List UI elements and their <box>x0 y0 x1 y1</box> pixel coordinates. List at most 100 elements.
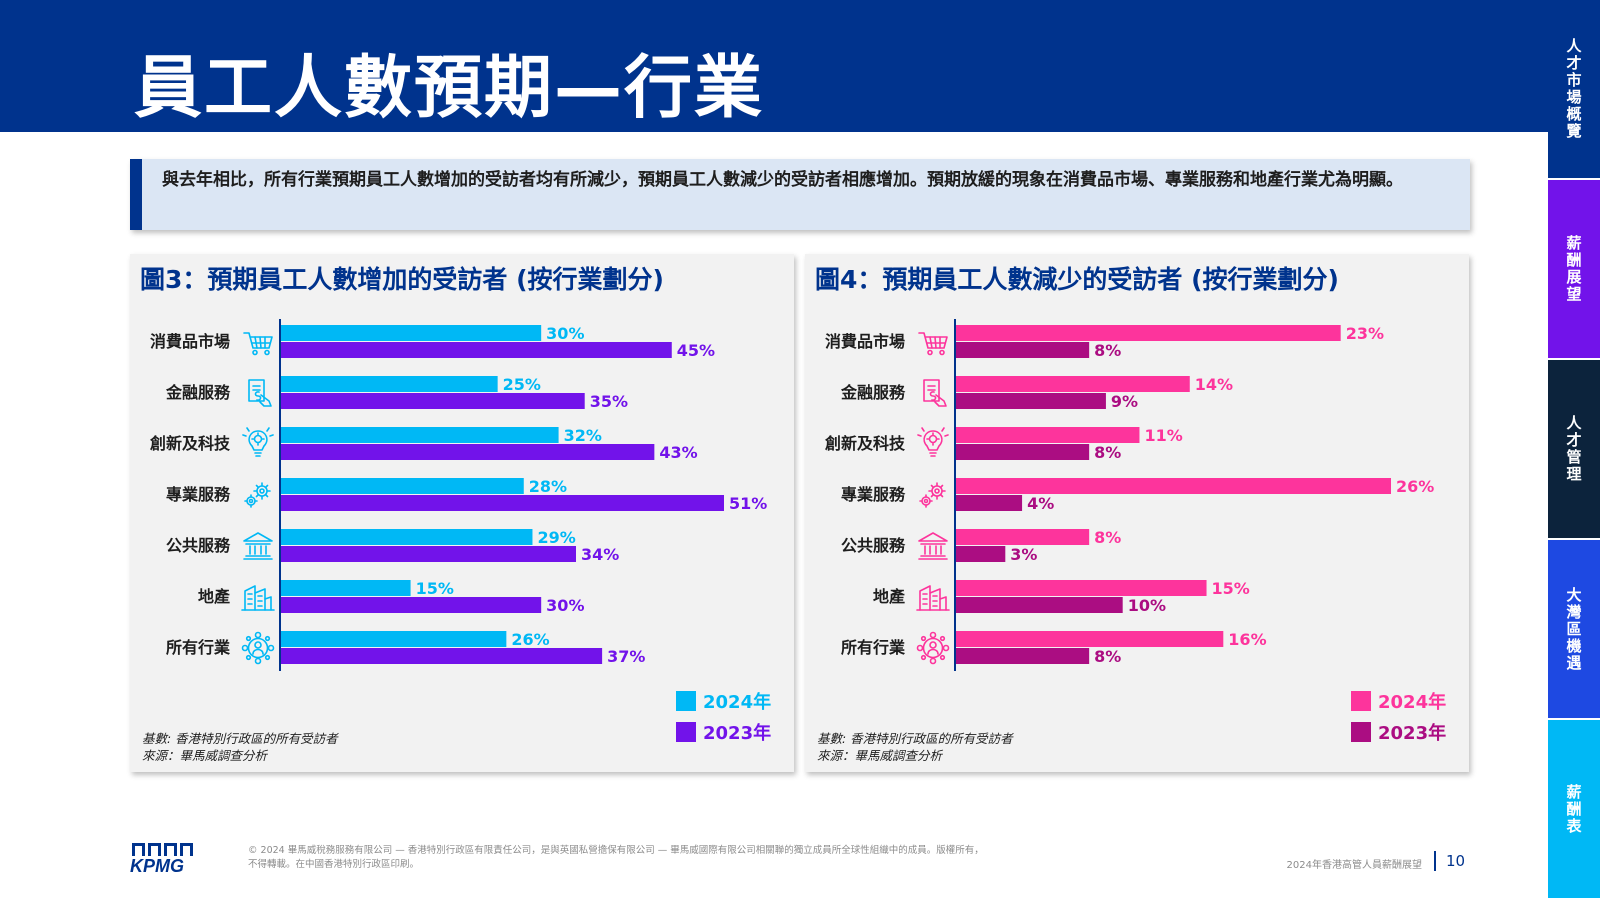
bar-2024 <box>280 376 498 392</box>
category-label: 創新及科技 <box>149 434 231 453</box>
side-tab-label: 人才管理 <box>1564 415 1583 483</box>
chart-notes: 基數: 香港特別行政區的所有受訪者 來源：畢馬威調查分析 <box>142 730 338 764</box>
bar-2023 <box>955 597 1123 613</box>
office-buildings-icon <box>241 585 275 611</box>
page-number: 10 <box>1446 852 1466 870</box>
data-label: 35% <box>590 392 628 411</box>
bar-2024 <box>955 427 1140 443</box>
chart-title: 圖4：預期員工人數減少的受訪者 (按行業劃分) <box>815 265 1339 294</box>
bank-building-icon <box>243 532 273 560</box>
bars: 消費品市場 23% 8% 金融服務 14% 9% 創新及科技 11% 8% 專業服務 26% 4% 公共… <box>824 324 1434 666</box>
data-label: 26% <box>1396 477 1434 496</box>
legend-label: 2023年 <box>1378 722 1446 744</box>
bar-2024 <box>280 478 524 494</box>
bars: 消費品市場 30% 45% 金融服務 25% 35% 創新及科技 32% 43% 專業服務 28% 5… <box>149 324 767 666</box>
category-label: 所有行業 <box>166 638 231 657</box>
legend-swatch <box>1351 722 1371 742</box>
side-tab-label: 人才市場概覽 <box>1564 38 1583 140</box>
legend-swatch <box>676 722 696 742</box>
source-note: 來源：畢馬威調查分析 <box>817 748 943 763</box>
data-label: 28% <box>529 477 567 496</box>
bar-2024 <box>280 631 507 647</box>
svg-text:KPMG: KPMG <box>130 856 184 873</box>
lightbulb-gear-icon <box>242 427 274 457</box>
data-label: 8% <box>1094 341 1121 360</box>
data-label: 26% <box>511 630 549 649</box>
data-label: 11% <box>1144 426 1182 445</box>
side-tab-label: 薪酬表 <box>1564 783 1583 835</box>
category-label: 公共服務 <box>841 536 906 555</box>
bar-2023 <box>280 597 542 613</box>
side-tab[interactable]: 大灣區機遇 <box>1548 540 1600 718</box>
key-finding-callout: 與去年相比，所有行業預期員工人數增加的受訪者均有所減少，預期員工人數減少的受訪者… <box>130 159 1470 230</box>
lightbulb-gear-icon <box>917 427 949 457</box>
bar-2024 <box>280 427 559 443</box>
bar-2023 <box>280 495 724 511</box>
bar-2024 <box>955 376 1190 392</box>
category-label: 公共服務 <box>166 536 231 555</box>
bar-2024 <box>955 529 1090 545</box>
bar-2023 <box>955 444 1090 460</box>
base-note: 基數: 香港特別行政區的所有受訪者 <box>142 731 338 746</box>
side-nav: 人才市場概覽薪酬展望人才管理大灣區機遇薪酬表 <box>1548 0 1600 900</box>
legend-label: 2023年 <box>703 722 771 744</box>
data-label: 30% <box>546 324 584 343</box>
bar-2023 <box>280 342 672 358</box>
chart-panel-decrease: 圖4：預期員工人數減少的受訪者 (按行業劃分) 消費品市場 23% 8% 金融服務 14… <box>805 254 1469 772</box>
bar-2023 <box>955 495 1023 511</box>
side-tab-label: 大灣區機遇 <box>1564 586 1583 672</box>
chart-notes: 基數: 香港特別行政區的所有受訪者 來源：畢馬威調查分析 <box>817 730 1013 764</box>
bar-2023 <box>955 546 1006 562</box>
legend-label: 2024年 <box>703 691 771 713</box>
data-label: 23% <box>1346 324 1384 343</box>
bar-2023 <box>280 444 655 460</box>
data-label: 51% <box>729 494 767 513</box>
finance-document-icon <box>248 379 272 407</box>
bank-building-icon <box>918 532 948 560</box>
data-label: 8% <box>1094 647 1121 666</box>
bar-2023 <box>280 393 585 409</box>
bar-2023 <box>280 648 603 664</box>
data-label: 4% <box>1027 494 1054 513</box>
base-note: 基數: 香港特別行政區的所有受訪者 <box>817 731 1013 746</box>
data-label: 45% <box>677 341 715 360</box>
legend: 2024年 2023年 <box>1351 691 1446 744</box>
footer-divider <box>1434 851 1436 871</box>
side-tab[interactable]: 薪酬表 <box>1548 720 1600 898</box>
legend-label: 2024年 <box>1378 691 1446 713</box>
data-label: 3% <box>1010 545 1037 564</box>
category-label: 創新及科技 <box>824 434 906 453</box>
data-label: 25% <box>503 375 541 394</box>
data-label: 9% <box>1111 392 1138 411</box>
side-tab[interactable]: 薪酬展望 <box>1548 180 1600 358</box>
gears-icon <box>919 482 946 508</box>
side-tab[interactable]: 人才市場概覽 <box>1548 0 1600 178</box>
legend-swatch <box>1351 691 1371 711</box>
bar-2023 <box>955 342 1090 358</box>
category-label: 專業服務 <box>841 485 906 504</box>
data-label: 43% <box>659 443 697 462</box>
bar-2024 <box>955 580 1207 596</box>
shopping-cart-icon <box>918 332 948 356</box>
data-label: 10% <box>1128 596 1166 615</box>
bar-2024 <box>280 325 542 341</box>
bar-chart-decrease: 消費品市場 23% 8% 金融服務 14% 9% 創新及科技 11% 8% 專業服務 26% 4% 公共… <box>824 319 1446 744</box>
chart-title: 圖3：預期員工人數增加的受訪者 (按行業劃分) <box>140 265 664 294</box>
finance-document-icon <box>923 379 947 407</box>
category-label: 金融服務 <box>165 383 231 402</box>
data-label: 15% <box>416 579 454 598</box>
legend: 2024年 2023年 <box>676 691 771 744</box>
kpmg-logo: KPMG <box>130 843 193 873</box>
office-buildings-icon <box>916 585 950 611</box>
data-label: 29% <box>537 528 575 547</box>
data-label: 15% <box>1212 579 1250 598</box>
bar-chart-increase: 消費品市場 30% 45% 金融服務 25% 35% 創新及科技 32% 43% 專業服務 28% 5… <box>149 319 771 744</box>
category-label: 專業服務 <box>166 485 231 504</box>
source-note: 來源：畢馬威調查分析 <box>142 748 268 763</box>
category-label: 地產 <box>873 587 905 606</box>
data-label: 32% <box>564 426 602 445</box>
side-tab[interactable]: 人才管理 <box>1548 360 1600 538</box>
category-label: 所有行業 <box>841 638 906 657</box>
bar-2023 <box>955 648 1090 664</box>
